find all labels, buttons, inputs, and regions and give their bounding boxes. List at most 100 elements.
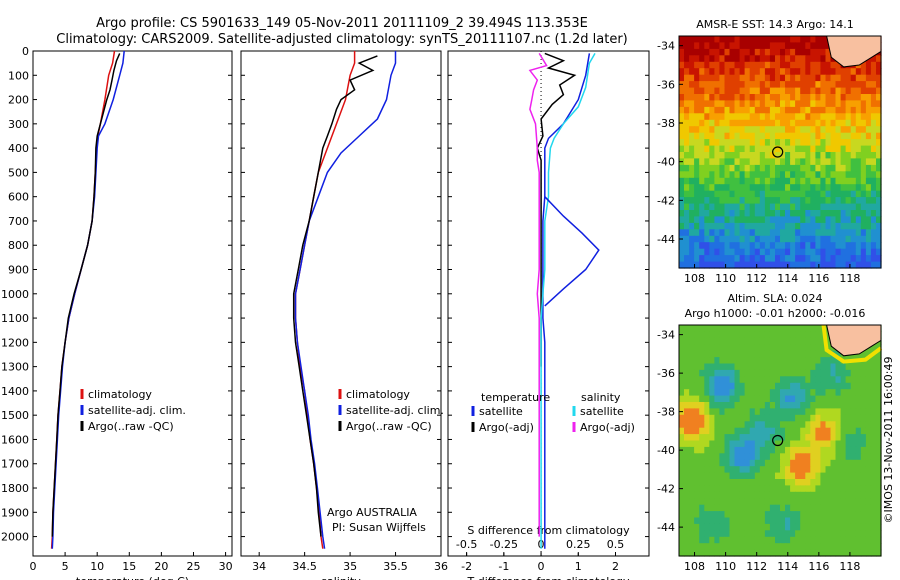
map-cell xyxy=(719,440,725,448)
map-cell xyxy=(684,331,690,339)
map-frame xyxy=(678,35,882,269)
map-cell xyxy=(764,357,771,365)
map-cell xyxy=(709,363,715,371)
map-cell xyxy=(840,395,847,403)
map-cell xyxy=(679,229,685,237)
map-cell xyxy=(764,395,771,403)
map-cell xyxy=(699,491,705,499)
map-cell xyxy=(744,145,751,153)
map-cell xyxy=(769,491,776,499)
map-cell xyxy=(759,74,766,82)
map-cell xyxy=(749,530,756,538)
map-cell xyxy=(865,261,872,269)
map-cell xyxy=(820,434,826,442)
map-cell xyxy=(719,504,725,512)
map-cell xyxy=(795,139,801,147)
map-cell xyxy=(684,498,690,506)
map-cell xyxy=(775,414,781,422)
map-cell xyxy=(689,530,695,538)
map-cell xyxy=(729,523,736,531)
map-cell xyxy=(860,389,867,397)
map-cell xyxy=(704,331,710,339)
y-tick-label: 700 xyxy=(8,215,29,228)
map-cell xyxy=(825,255,832,263)
map-cell xyxy=(714,210,720,217)
map-cell xyxy=(780,504,786,512)
map-cell xyxy=(870,126,877,134)
map-cell xyxy=(754,81,761,89)
map-cell xyxy=(805,42,811,50)
map-cell xyxy=(714,350,720,358)
map-cell xyxy=(790,255,796,263)
map-cell xyxy=(744,491,751,499)
map-cell xyxy=(780,158,786,166)
map-cell xyxy=(714,203,720,211)
map-cell xyxy=(800,145,806,153)
map-cell xyxy=(820,357,826,365)
map-cell xyxy=(800,376,806,384)
x-tick-label: 116 xyxy=(808,272,829,285)
map-cell xyxy=(729,453,736,461)
map-cell xyxy=(800,440,806,448)
map-cell xyxy=(855,171,862,179)
map-cell xyxy=(754,55,761,63)
map-cell xyxy=(684,517,690,525)
map-cell xyxy=(704,216,710,224)
map-cell xyxy=(820,402,826,409)
map-cell xyxy=(805,190,811,198)
map-cell xyxy=(785,402,791,409)
map-cell xyxy=(815,210,821,217)
map-cell xyxy=(830,158,837,166)
map-cell xyxy=(684,216,690,224)
map-cell xyxy=(830,440,837,448)
map-cell xyxy=(754,100,761,108)
map-cell xyxy=(785,472,791,480)
map-cell xyxy=(876,363,882,371)
map-cell xyxy=(679,325,685,332)
map-cell xyxy=(754,152,761,159)
map-cell xyxy=(749,337,756,345)
map-cell xyxy=(709,42,715,50)
map-cell xyxy=(724,498,731,506)
map-cell xyxy=(860,164,867,172)
map-cell xyxy=(785,453,791,461)
map-cell xyxy=(815,491,821,499)
map-cell xyxy=(795,395,801,403)
map-cell xyxy=(734,414,741,422)
map-cell xyxy=(830,139,837,147)
map-cell xyxy=(820,337,826,345)
map-cell xyxy=(805,517,811,525)
map-cell xyxy=(724,242,731,250)
map-cell xyxy=(870,504,877,512)
map-cell xyxy=(785,421,791,429)
map-cell xyxy=(805,331,811,339)
map-cell xyxy=(876,261,882,269)
map-cell xyxy=(785,466,791,474)
map-cell xyxy=(754,184,761,192)
map-cell xyxy=(800,434,806,442)
map-cell xyxy=(744,414,751,422)
map-cell xyxy=(820,549,826,557)
y-tick-label: -42 xyxy=(657,483,675,496)
map-cell xyxy=(850,491,857,499)
y-tick-label: 200 xyxy=(8,94,29,107)
map-cell xyxy=(825,197,832,205)
map-cell xyxy=(769,94,776,101)
map-cell xyxy=(845,549,852,557)
map-cell xyxy=(699,74,705,82)
map-cell xyxy=(785,106,791,114)
map-cell xyxy=(820,498,826,506)
map-title: Altim. SLA: 0.024 xyxy=(727,292,822,305)
map-cell xyxy=(850,389,857,397)
map-cell xyxy=(840,421,847,429)
map-cell xyxy=(764,81,771,89)
map-cell xyxy=(699,48,705,56)
map-cell xyxy=(845,498,852,506)
map-cell xyxy=(744,126,751,134)
map-cell xyxy=(684,369,690,377)
map-cell xyxy=(870,549,877,557)
map-cell xyxy=(835,511,842,519)
x-tick-label: 2 xyxy=(612,560,619,573)
map-cell xyxy=(689,222,695,230)
map-cell xyxy=(835,466,842,474)
